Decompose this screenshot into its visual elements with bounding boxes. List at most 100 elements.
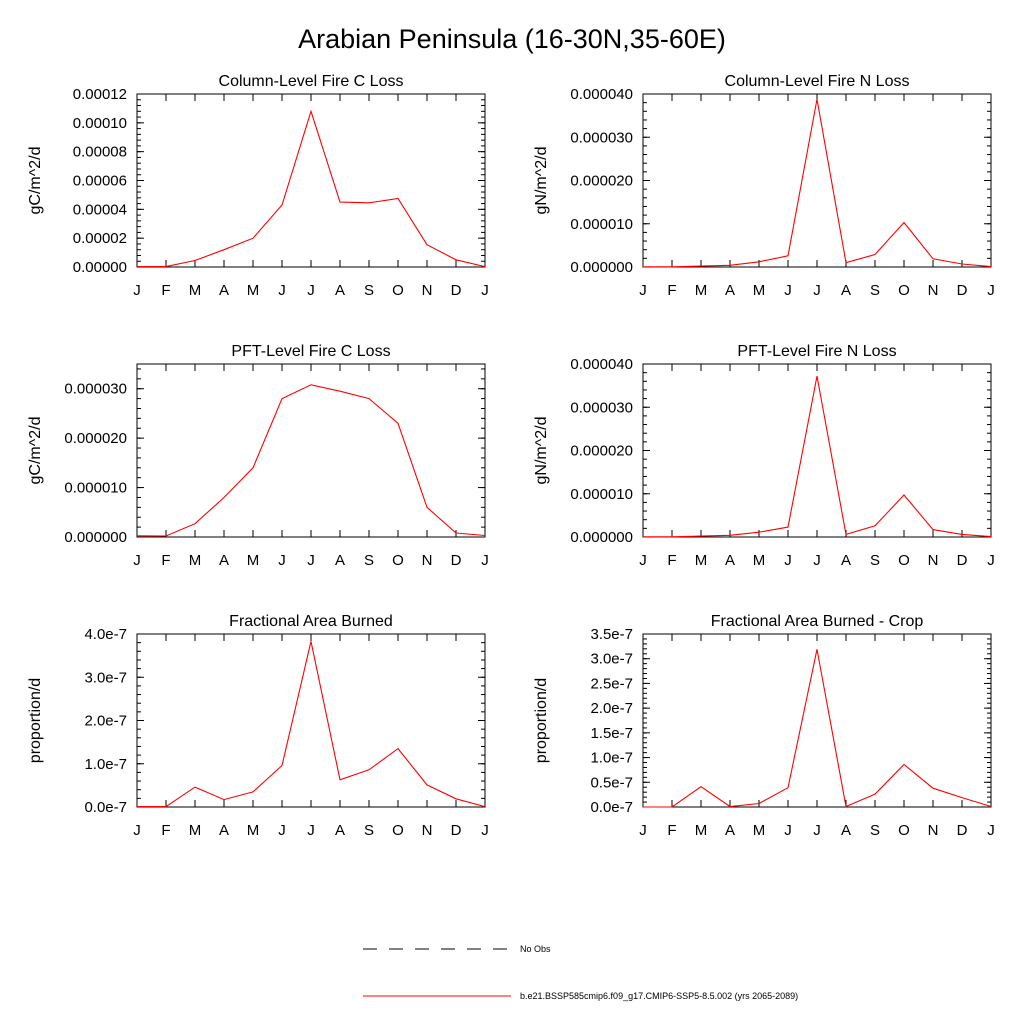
chart-6-ytick-label: 1.5e-7 xyxy=(590,725,633,742)
chart-6-xtick-label: J xyxy=(639,822,647,839)
chart-3: PFT-Level Fire C Loss gC/m^2/d 0.000000 0.0… xyxy=(27,343,489,569)
chart-5-xtick-label: J xyxy=(481,822,489,839)
chart-4-xtick-label: O xyxy=(898,552,910,569)
chart-3-xtick-label: A xyxy=(335,552,345,569)
chart-1-xtick-label: A xyxy=(219,282,229,299)
chart-6: Fractional Area Burned - Crop proportion/… xyxy=(533,613,995,839)
chart-4-ytick-label: 0.000030 xyxy=(570,399,633,416)
chart-3-xtick-label: J xyxy=(481,552,489,569)
chart-2-xtick-label: J xyxy=(987,282,995,299)
chart-1-xtick-label: O xyxy=(392,282,404,299)
figure-title: Arabian Peninsula (16-30N,35-60E) xyxy=(298,24,726,54)
chart-2-title: Column-Level Fire N Loss xyxy=(725,73,910,90)
chart-3-ytick-label: 0.000030 xyxy=(64,381,127,398)
chart-3-xtick-label: J xyxy=(133,552,141,569)
chart-6-frame xyxy=(642,633,992,808)
chart-4-xtick-label: J xyxy=(987,552,995,569)
chart-6-title: Fractional Area Burned - Crop xyxy=(711,613,924,630)
legend-no-obs-label: No Obs xyxy=(520,944,551,954)
chart-2-xtick-label: M xyxy=(695,282,708,299)
chart-1-ytick-label: 0.00002 xyxy=(73,230,127,247)
chart-6-series-line xyxy=(643,649,992,808)
chart-5-ytick-label: 1.0e-7 xyxy=(84,756,127,773)
chart-2-xtick-label: M xyxy=(753,282,766,299)
chart-1-frame xyxy=(136,93,486,268)
chart-2-ylabel: gN/m^2/d xyxy=(533,147,550,215)
chart-4-ytick-label: 0.000000 xyxy=(570,529,633,546)
chart-3-xtick-label: J xyxy=(278,552,286,569)
chart-3-xtick-label: S xyxy=(364,552,374,569)
chart-6-xtick-label: A xyxy=(841,822,851,839)
chart-2-ytick-label: 0.000010 xyxy=(570,216,633,233)
chart-4-title: PFT-Level Fire N Loss xyxy=(737,343,896,360)
chart-6-ytick-label: 1.0e-7 xyxy=(590,750,633,767)
legend: No Obs b.e21.BSSP585cmip6.f09_g17.CMIP6-… xyxy=(363,944,798,1001)
chart-5-title: Fractional Area Burned xyxy=(229,613,393,630)
chart-3-xtick-label: M xyxy=(189,552,202,569)
chart-1-ytick-label: 0.00012 xyxy=(73,86,127,103)
chart-1-ylabel: gC/m^2/d xyxy=(27,147,44,215)
chart-6-xtick-label: J xyxy=(813,822,821,839)
chart-4-ytick-label: 0.000010 xyxy=(570,486,633,503)
chart-1-xtick-label: N xyxy=(422,282,433,299)
chart-5-xtick-label: M xyxy=(247,822,260,839)
chart-3-xtick-label: D xyxy=(451,552,462,569)
chart-5-xtick-label: O xyxy=(392,822,404,839)
chart-4-xtick-label: D xyxy=(957,552,968,569)
chart-1-xtick-label: F xyxy=(161,282,170,299)
chart-5-ylabel: proportion/d xyxy=(27,678,44,763)
chart-6-xtick-label: A xyxy=(725,822,735,839)
chart-1-ytick-label: 0.00006 xyxy=(73,173,127,190)
chart-3-ytick-label: 0.000010 xyxy=(64,480,127,497)
chart-1-xtick-label: M xyxy=(247,282,260,299)
chart-2-ytick-label: 0.000040 xyxy=(570,86,633,103)
chart-6-xtick-label: F xyxy=(667,822,676,839)
chart-6-xtick-label: N xyxy=(928,822,939,839)
chart-5-xtick-label: D xyxy=(451,822,462,839)
chart-5-ytick-label: 4.0e-7 xyxy=(84,626,127,643)
chart-5-xtick-label: J xyxy=(307,822,315,839)
legend-model-label: b.e21.BSSP585cmip6.f09_g17.CMIP6-SSP5-8.… xyxy=(520,991,798,1001)
chart-3-frame xyxy=(136,363,486,538)
chart-5-frame xyxy=(136,633,486,808)
chart-1-xtick-label: S xyxy=(364,282,374,299)
chart-5-xtick-label: S xyxy=(364,822,374,839)
chart-5-xtick-label: M xyxy=(189,822,202,839)
chart-5-xtick-label: J xyxy=(278,822,286,839)
chart-4-ytick-label: 0.000040 xyxy=(570,356,633,373)
chart-6-ytick-label: 2.0e-7 xyxy=(590,700,633,717)
chart-1-xtick-label: A xyxy=(335,282,345,299)
chart-5: Fractional Area Burned proportion/d 0.0e-7… xyxy=(27,613,489,839)
chart-2-xtick-label: J xyxy=(639,282,647,299)
chart-1-xtick-label: J xyxy=(481,282,489,299)
chart-4-ytick-label: 0.000020 xyxy=(570,443,633,460)
chart-6-ytick-label: 0.5e-7 xyxy=(590,774,633,791)
chart-3-ytick-label: 0.000020 xyxy=(64,430,127,447)
chart-6-xtick-label: O xyxy=(898,822,910,839)
chart-1-series-line xyxy=(137,109,486,268)
chart-4-xtick-label: A xyxy=(725,552,735,569)
chart-1-ytick-label: 0.00000 xyxy=(73,259,127,276)
chart-2-xtick-label: J xyxy=(813,282,821,299)
chart-4-xtick-label: M xyxy=(753,552,766,569)
chart-6-xtick-label: S xyxy=(870,822,880,839)
chart-2-xtick-label: J xyxy=(784,282,792,299)
chart-2-xtick-label: O xyxy=(898,282,910,299)
chart-6-ytick-label: 2.5e-7 xyxy=(590,675,633,692)
chart-6-xtick-label: M xyxy=(753,822,766,839)
panels-group: Column-Level Fire C LossgC/m^2/d0.000000… xyxy=(27,73,995,839)
chart-1-xtick-label: J xyxy=(278,282,286,299)
chart-5-xtick-label: A xyxy=(219,822,229,839)
chart-5-ytick-label: 3.0e-7 xyxy=(84,669,127,686)
chart-2-xtick-label: N xyxy=(928,282,939,299)
chart-4-xtick-label: N xyxy=(928,552,939,569)
chart-3-xtick-label: M xyxy=(247,552,260,569)
chart-5-xtick-label: F xyxy=(161,822,170,839)
chart-5-series-line xyxy=(137,641,486,808)
chart-2: Column-Level Fire N Loss gN/m^2/d 0.000000… xyxy=(533,73,995,299)
chart-1-xtick-label: M xyxy=(189,282,202,299)
chart-3-xtick-label: A xyxy=(219,552,229,569)
chart-1-title: Column-Level Fire C Loss xyxy=(219,73,404,90)
chart-1-xtick-label: J xyxy=(133,282,141,299)
chart-5-xtick-label: A xyxy=(335,822,345,839)
